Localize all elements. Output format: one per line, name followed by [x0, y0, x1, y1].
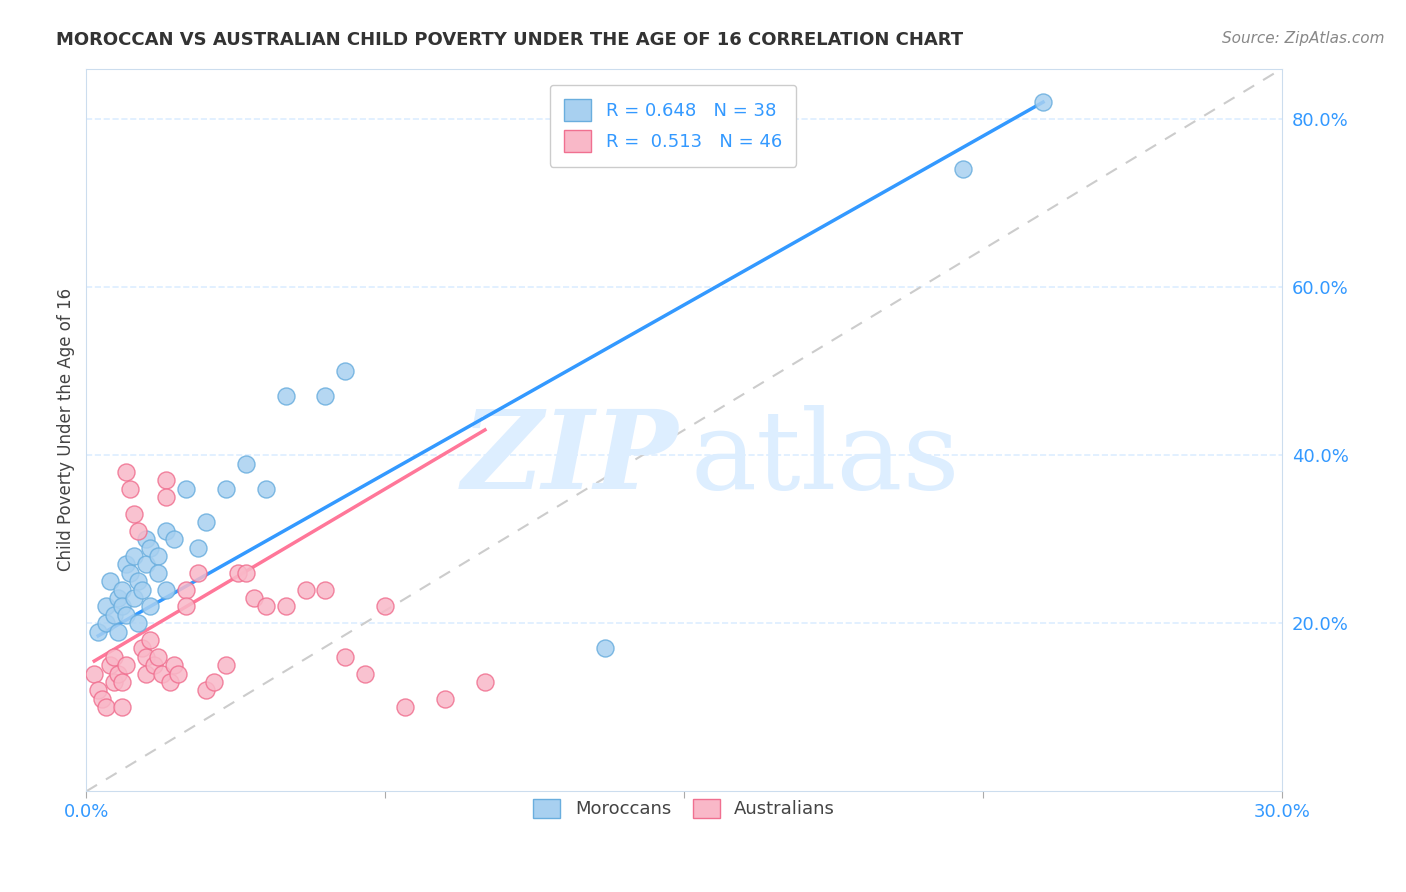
Point — [235, 457, 257, 471]
Point — [107, 666, 129, 681]
Point — [107, 591, 129, 605]
Point — [215, 658, 238, 673]
Point — [194, 683, 217, 698]
Point — [155, 473, 177, 487]
Point — [111, 582, 134, 597]
Point — [135, 649, 157, 664]
Point — [98, 658, 121, 673]
Point — [952, 162, 974, 177]
Point — [335, 649, 357, 664]
Point — [187, 541, 209, 555]
Point — [127, 616, 149, 631]
Point — [131, 582, 153, 597]
Point — [314, 582, 336, 597]
Text: MOROCCAN VS AUSTRALIAN CHILD POVERTY UNDER THE AGE OF 16 CORRELATION CHART: MOROCCAN VS AUSTRALIAN CHILD POVERTY UND… — [56, 31, 963, 49]
Point — [335, 364, 357, 378]
Point — [111, 675, 134, 690]
Point — [139, 599, 162, 614]
Point — [314, 389, 336, 403]
Point — [120, 482, 142, 496]
Point — [103, 675, 125, 690]
Point — [274, 389, 297, 403]
Point — [215, 482, 238, 496]
Point — [354, 666, 377, 681]
Point — [115, 607, 138, 622]
Point — [174, 482, 197, 496]
Point — [139, 541, 162, 555]
Point — [434, 691, 457, 706]
Point — [111, 599, 134, 614]
Point — [242, 591, 264, 605]
Legend: Moroccans, Australians: Moroccans, Australians — [526, 792, 842, 826]
Y-axis label: Child Poverty Under the Age of 16: Child Poverty Under the Age of 16 — [58, 288, 75, 572]
Text: atlas: atlas — [690, 405, 960, 512]
Point — [187, 566, 209, 580]
Point — [1032, 95, 1054, 110]
Point — [163, 532, 186, 546]
Text: ZIP: ZIP — [461, 405, 678, 513]
Point — [194, 516, 217, 530]
Point — [146, 566, 169, 580]
Point — [115, 658, 138, 673]
Point — [103, 649, 125, 664]
Point — [174, 599, 197, 614]
Text: Source: ZipAtlas.com: Source: ZipAtlas.com — [1222, 31, 1385, 46]
Point — [96, 700, 118, 714]
Point — [96, 599, 118, 614]
Point — [474, 675, 496, 690]
Point — [226, 566, 249, 580]
Point — [127, 524, 149, 538]
Point — [91, 691, 114, 706]
Point — [131, 641, 153, 656]
Point — [235, 566, 257, 580]
Point — [167, 666, 190, 681]
Point — [83, 666, 105, 681]
Point — [155, 582, 177, 597]
Point — [135, 666, 157, 681]
Point — [374, 599, 396, 614]
Point — [155, 490, 177, 504]
Point — [98, 574, 121, 589]
Point — [122, 507, 145, 521]
Point — [143, 658, 166, 673]
Point — [135, 558, 157, 572]
Point — [115, 558, 138, 572]
Point — [111, 700, 134, 714]
Point — [593, 641, 616, 656]
Point — [115, 465, 138, 479]
Point — [87, 683, 110, 698]
Point — [174, 582, 197, 597]
Point — [122, 549, 145, 563]
Point — [150, 666, 173, 681]
Point — [159, 675, 181, 690]
Point — [155, 524, 177, 538]
Point — [96, 616, 118, 631]
Point — [254, 482, 277, 496]
Point — [139, 633, 162, 648]
Point — [163, 658, 186, 673]
Point — [122, 591, 145, 605]
Point — [103, 607, 125, 622]
Point — [274, 599, 297, 614]
Point — [146, 649, 169, 664]
Point — [294, 582, 316, 597]
Point — [394, 700, 416, 714]
Point — [146, 549, 169, 563]
Point — [135, 532, 157, 546]
Point — [254, 599, 277, 614]
Point — [120, 566, 142, 580]
Point — [107, 624, 129, 639]
Point — [87, 624, 110, 639]
Point — [127, 574, 149, 589]
Point — [202, 675, 225, 690]
